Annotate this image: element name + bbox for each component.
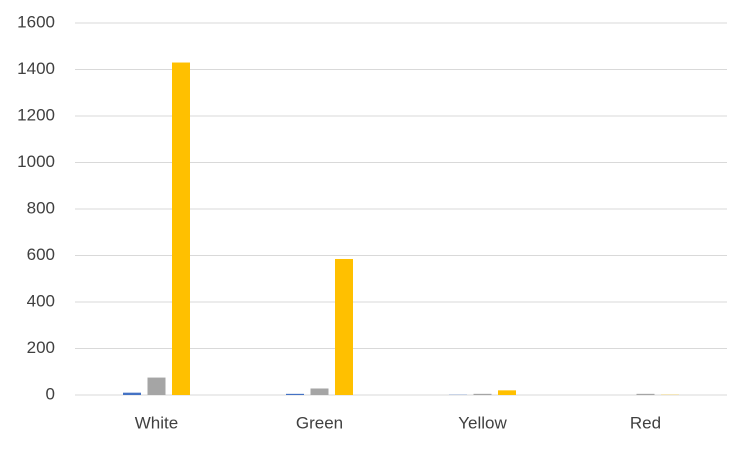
bar <box>335 259 353 395</box>
bar <box>123 393 141 395</box>
x-tick-label: Yellow <box>458 413 507 432</box>
bar <box>311 388 329 395</box>
x-tick-label: Red <box>630 413 661 432</box>
y-tick-label: 1400 <box>17 59 55 78</box>
y-tick-label: 0 <box>46 384 55 403</box>
y-tick-label: 1000 <box>17 152 55 171</box>
bar <box>498 390 516 395</box>
bar <box>148 378 166 395</box>
bar <box>474 394 492 395</box>
bar <box>637 394 655 395</box>
y-tick-label: 600 <box>27 245 55 264</box>
y-tick-label: 400 <box>27 291 55 310</box>
bar <box>172 63 190 395</box>
y-tick-label: 200 <box>27 338 55 357</box>
x-tick-label: Green <box>296 413 343 432</box>
y-tick-label: 1200 <box>17 105 55 124</box>
bar <box>286 394 304 395</box>
y-tick-label: 800 <box>27 198 55 217</box>
y-tick-label: 1600 <box>17 12 55 31</box>
x-tick-label: White <box>135 413 178 432</box>
